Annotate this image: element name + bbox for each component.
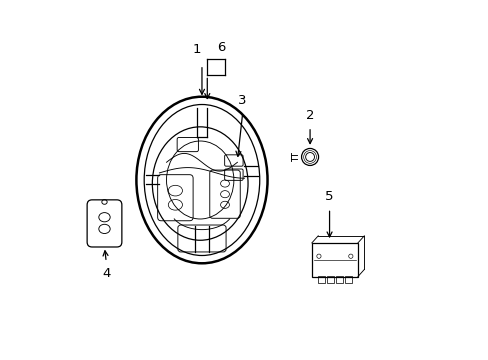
Text: 6: 6 [217,41,225,54]
Text: 3: 3 [238,94,246,107]
Text: 5: 5 [325,190,333,203]
Text: 1: 1 [192,43,201,56]
Text: 4: 4 [102,267,110,280]
Bar [311,243,357,276]
Bar [317,276,325,283]
Bar [335,276,343,283]
Bar [326,276,333,283]
Bar [344,276,351,283]
Text: 2: 2 [305,108,314,122]
